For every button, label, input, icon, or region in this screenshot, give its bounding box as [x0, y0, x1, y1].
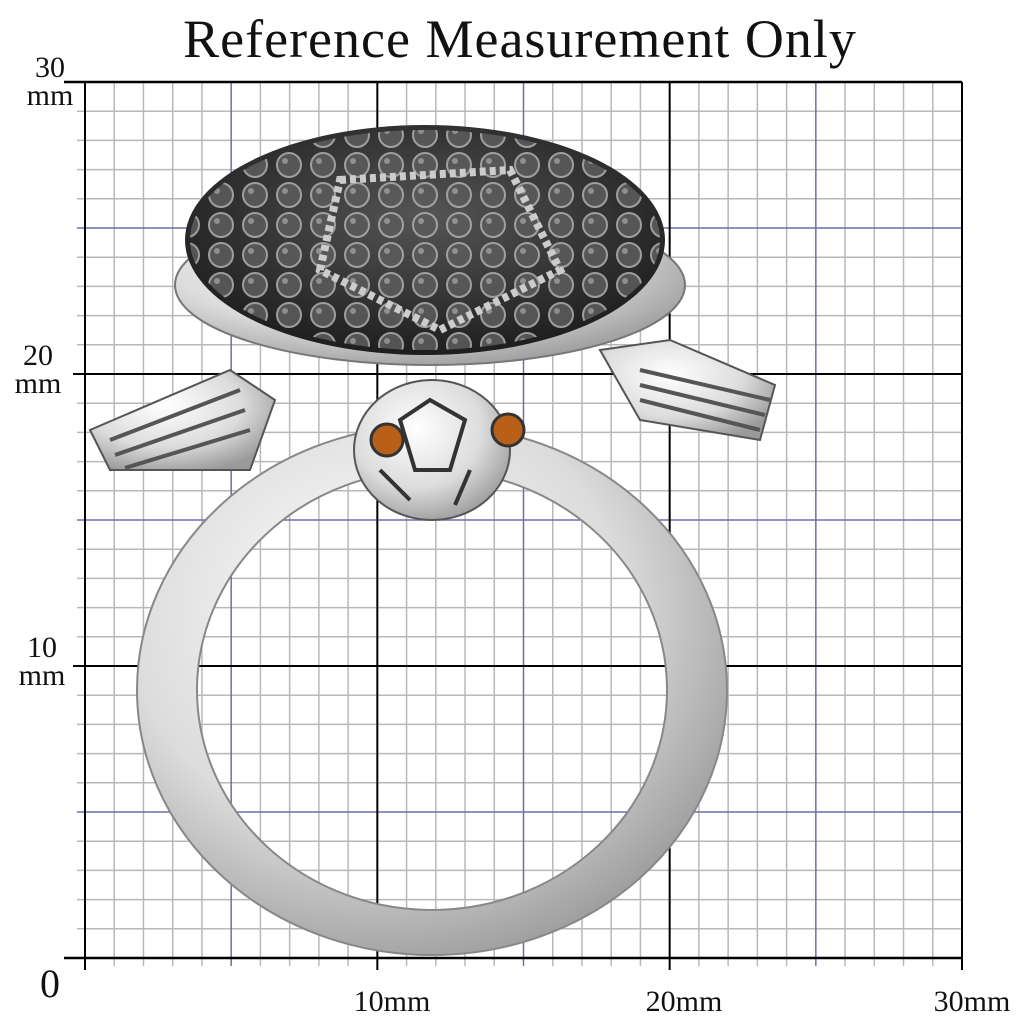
- left-flipper: [88, 368, 277, 471]
- x-label-10: 10mm: [353, 985, 431, 1018]
- y-label-30: 30 mm: [26, 51, 74, 112]
- y-label-10: 10 mm: [18, 631, 66, 692]
- right-eye: [490, 412, 526, 448]
- image-title: Reference Measurement Only: [183, 9, 857, 69]
- ring-band: [135, 424, 729, 956]
- x-label-20: 20mm: [645, 985, 723, 1018]
- y-label-0: 0: [40, 961, 60, 1006]
- turtle-head: [353, 379, 526, 521]
- left-eye: [369, 422, 405, 458]
- x-label-30: 30mm: [933, 985, 1011, 1018]
- y-label-20: 20 mm: [14, 339, 62, 400]
- turtle-shell: [174, 125, 686, 366]
- right-flipper: [598, 338, 777, 442]
